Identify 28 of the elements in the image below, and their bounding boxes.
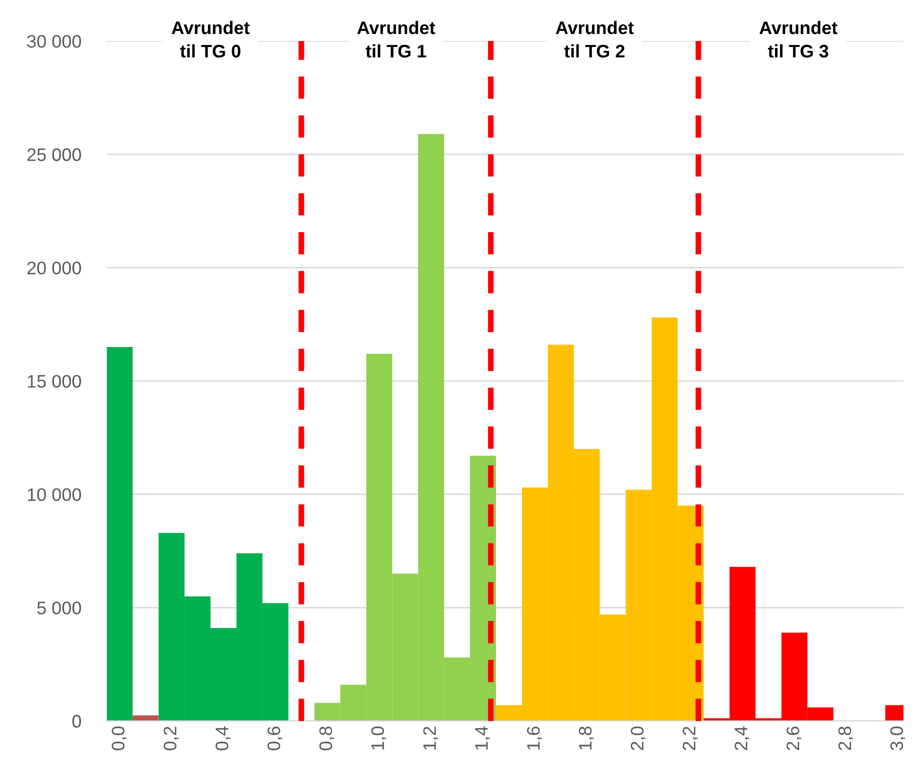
x-tick-label: 2,2 [682,726,698,750]
x-tick-label: 0,6 [267,726,282,750]
x-tick-label: 1,6 [526,726,542,750]
x-tick-label: 1,8 [578,726,594,750]
y-tick-label: 30 000 [27,34,82,48]
x-tick-label: 0,4 [216,726,230,750]
x-tick-label: 3,0 [890,726,906,750]
annotation: Avrundet til TG 0 [172,20,250,58]
x-tick-label: 2,8 [838,726,854,750]
x-tick-label: 0,8 [319,726,334,750]
y-tick-label: 15 000 [28,374,82,388]
x-tick-label: 2,0 [630,726,646,750]
x-tick-label: 0,2 [164,726,179,750]
annotation: Avrundet til TG 1 [357,20,436,58]
y-tick-label: 20 000 [27,262,82,274]
x-tick-label: 1,4 [475,726,490,750]
y-tick-label: 25 000 [27,148,82,162]
x-tick-label: 2,6 [786,726,802,750]
annotation: Avrundet til TG 2 [556,20,634,58]
x-tick-label: 1,0 [371,726,386,750]
annotation: Avrundet til TG 3 [760,20,838,58]
bar [106,347,133,721]
y-tick-label: 5 000 [37,602,82,614]
x-tick-label: 2,4 [734,726,750,750]
x-tick-label: 0,0 [112,726,127,750]
y-tick-label: 10 000 [28,488,82,502]
x-tick-label: 1,2 [423,726,438,750]
y-tick-label: 0 [72,714,82,728]
